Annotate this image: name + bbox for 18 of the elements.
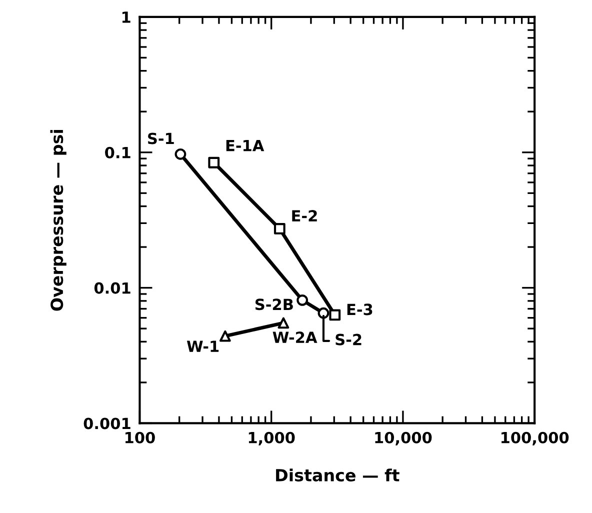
annotation: W-2A	[272, 332, 318, 343]
y-axis-title: Overpressure — psi	[50, 130, 66, 311]
x-axis-title: Distance — ft	[276, 468, 400, 482]
y-tick-label: 0.1	[105, 146, 130, 158]
annotation: E-1A	[226, 140, 264, 152]
x-tick-label: 100,000	[502, 432, 569, 446]
annotation: S-1	[148, 132, 174, 144]
annotation: E-3	[347, 304, 372, 316]
y-tick-label: 0.01	[94, 282, 130, 294]
annotation: S-2B	[255, 298, 293, 310]
x-tick-label: 1,000	[248, 432, 295, 446]
annotation: W-1	[186, 340, 219, 352]
x-tick-label: 10,000	[375, 432, 432, 446]
annotation: S-2	[336, 334, 362, 346]
x-tick-label: 100	[125, 432, 155, 444]
y-tick-label: 1	[122, 12, 130, 23]
y-tick-label: 0.001	[84, 418, 130, 430]
annotation: E-2	[292, 210, 317, 222]
